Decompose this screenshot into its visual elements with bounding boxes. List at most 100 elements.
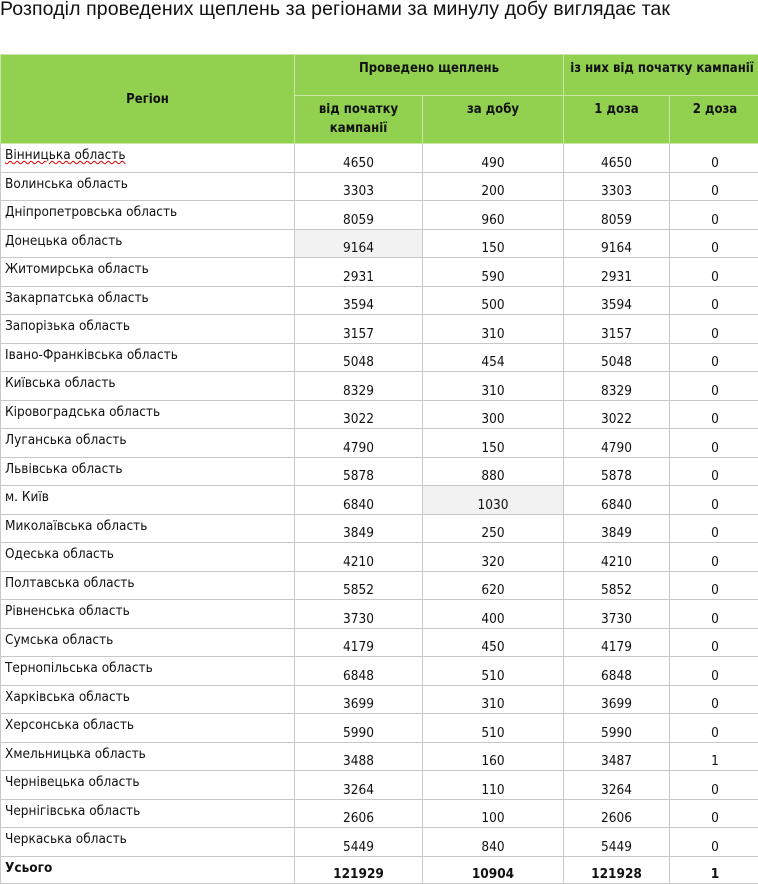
cell-dose2: 0 (670, 229, 758, 258)
cell-since-start: 3022 (295, 400, 423, 429)
cell-since-start: 3264 (295, 771, 423, 800)
cell-since-start: 5048 (295, 343, 423, 372)
cell-dose2: 0 (670, 400, 758, 429)
cell-region: Миколаївська область (1, 514, 295, 543)
cell-dose1: 5878 (564, 457, 670, 486)
cell-dose1: 3022 (564, 400, 670, 429)
cell-region: Чернігівська область (1, 799, 295, 828)
cell-dose2: 0 (670, 685, 758, 714)
cell-since-start: 4650 (295, 144, 423, 173)
cell-region: Житомирська область (1, 258, 295, 287)
cell-since-start: 5990 (295, 714, 423, 743)
cell-dose1: 3157 (564, 315, 670, 344)
cell-region: Рівненська область (1, 600, 295, 629)
cell-per-day: 590 (423, 258, 564, 287)
cell-since-start: 3594 (295, 286, 423, 315)
cell-region: м. Київ (1, 486, 295, 515)
cell-dose1: 3594 (564, 286, 670, 315)
cell-dose1: 4210 (564, 543, 670, 572)
cell-dose2: 0 (670, 514, 758, 543)
cell-per-day: 490 (423, 144, 564, 173)
cell-region: Херсонська область (1, 714, 295, 743)
header-per-day: за добу (423, 96, 564, 144)
cell-dose1: 4179 (564, 628, 670, 657)
cell-dose2: 0 (670, 429, 758, 458)
cell-region: Кіровоградська область (1, 400, 295, 429)
cell-since-start: 3730 (295, 600, 423, 629)
cell-region: Донецька область (1, 229, 295, 258)
cell-dose1: 4790 (564, 429, 670, 458)
cell-since-start: 121929 (295, 856, 423, 883)
cell-region: Черкаська область (1, 828, 295, 857)
cell-region: Усього (1, 856, 295, 883)
cell-dose2: 0 (670, 172, 758, 201)
cell-dose1: 8059 (564, 201, 670, 230)
cell-per-day: 10904 (423, 856, 564, 883)
cell-dose1: 3730 (564, 600, 670, 629)
cell-per-day: 100 (423, 799, 564, 828)
cell-dose1: 9164 (564, 229, 670, 258)
cell-dose1: 3699 (564, 685, 670, 714)
cell-since-start: 6848 (295, 657, 423, 686)
cell-per-day: 310 (423, 685, 564, 714)
cell-region: Тернопільська область (1, 657, 295, 686)
cell-per-day: 510 (423, 714, 564, 743)
cell-dose1: 6848 (564, 657, 670, 686)
cell-dose2: 0 (670, 828, 758, 857)
cell-dose2: 0 (670, 372, 758, 401)
cell-per-day: 250 (423, 514, 564, 543)
cell-per-day: 880 (423, 457, 564, 486)
cell-per-day: 300 (423, 400, 564, 429)
cell-region: Хмельницька область (1, 742, 295, 771)
cell-dose1: 5990 (564, 714, 670, 743)
cell-per-day: 454 (423, 343, 564, 372)
cell-region: Дніпропетровська область (1, 201, 295, 230)
cell-per-day: 320 (423, 543, 564, 572)
page-title: Розподіл проведених щеплень за регіонами… (0, 0, 670, 21)
cell-per-day: 1030 (423, 486, 564, 515)
region-name: Вінницька область (5, 147, 126, 163)
cell-since-start: 4179 (295, 628, 423, 657)
cell-dose1: 121928 (564, 856, 670, 883)
cell-per-day: 150 (423, 229, 564, 258)
cell-dose1: 5048 (564, 343, 670, 372)
cell-per-day: 450 (423, 628, 564, 657)
cell-region: Вінницька область (1, 144, 295, 173)
cell-region: Полтавська область (1, 571, 295, 600)
cell-dose1: 4650 (564, 144, 670, 173)
cell-region: Одеська область (1, 543, 295, 572)
cell-region: Сумська область (1, 628, 295, 657)
cell-per-day: 400 (423, 600, 564, 629)
cell-region: Харківська область (1, 685, 295, 714)
cell-region: Луганська область (1, 429, 295, 458)
cell-per-day: 960 (423, 201, 564, 230)
cell-dose2: 0 (670, 315, 758, 344)
cell-dose1: 3849 (564, 514, 670, 543)
cell-dose2: 0 (670, 543, 758, 572)
cell-dose2: 0 (670, 201, 758, 230)
cell-per-day: 200 (423, 172, 564, 201)
cell-dose2: 0 (670, 343, 758, 372)
cell-dose1: 8329 (564, 372, 670, 401)
cell-since-start: 3699 (295, 685, 423, 714)
header-dose1: 1 доза (564, 96, 670, 144)
cell-since-start: 5852 (295, 571, 423, 600)
cell-region: Львівська область (1, 457, 295, 486)
cell-since-start: 3849 (295, 514, 423, 543)
cell-per-day: 110 (423, 771, 564, 800)
header-of-which-since-start: із них від початку кампанії (564, 55, 758, 96)
